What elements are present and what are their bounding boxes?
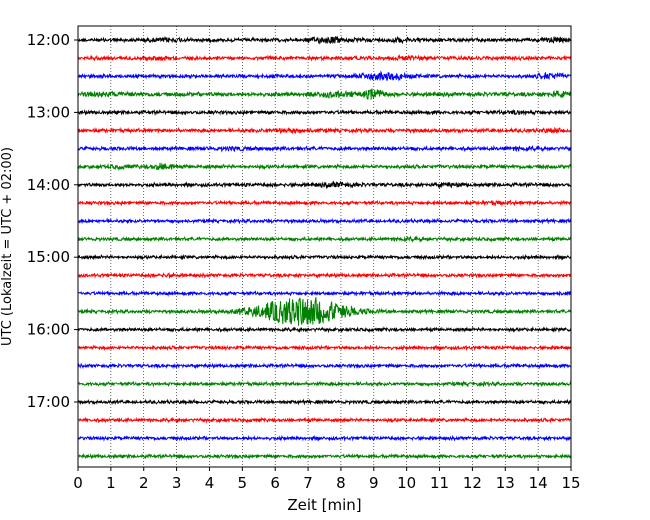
trace-1400 [77, 180, 572, 190]
x-tick-label: 8 [336, 474, 346, 492]
x-tick-label: 5 [238, 474, 248, 492]
x-axis-ticks: 0 1 2 3 4 5 6 7 8 9 10 11 12 13 14 15 [73, 467, 581, 492]
trace-1730 [77, 434, 572, 442]
y-tick-label: 12:00 [27, 31, 70, 49]
x-tick-label: 2 [139, 474, 149, 492]
trace-1330 [77, 144, 572, 153]
trace-1715 [77, 416, 572, 424]
y-tick-label: 15:00 [27, 248, 70, 266]
trace-1230 [77, 70, 572, 82]
trace-1615 [77, 344, 572, 352]
trace-1345 [77, 162, 572, 172]
x-tick-label: 3 [172, 474, 182, 492]
seismogram-traces [77, 35, 572, 461]
x-tick-label: 12 [463, 474, 482, 492]
y-axis-ticks: 12:00 13:00 14:00 15:00 16:00 17:00 [27, 31, 78, 411]
trace-1600 [77, 326, 572, 334]
trace-1745 [77, 452, 572, 461]
y-tick-label: 17:00 [27, 393, 70, 411]
x-tick-label: 15 [561, 474, 580, 492]
y-tick-label: 14:00 [27, 176, 70, 194]
trace-1630 [77, 362, 572, 370]
trace-1415 [77, 199, 572, 207]
x-tick-label: 10 [397, 474, 416, 492]
x-tick-label: 11 [430, 474, 449, 492]
trace-1500 [77, 253, 572, 261]
trace-1300 [77, 108, 572, 117]
plot-frame [77, 25, 572, 468]
x-tick-label: 0 [73, 474, 83, 492]
trace-1700 [77, 398, 572, 406]
trace-1515 [77, 271, 572, 280]
trace-1245 [77, 88, 572, 100]
trace-1215 [77, 53, 572, 62]
x-tick-label: 7 [303, 474, 313, 492]
x-tick-label: 9 [369, 474, 379, 492]
x-axis-label: Zeit [min] [287, 496, 361, 514]
x-tick-label: 13 [496, 474, 515, 492]
y-tick-label: 13:00 [27, 103, 70, 121]
trace-1545 [77, 297, 572, 326]
trace-1445 [77, 235, 572, 243]
x-tick-label: 4 [205, 474, 215, 492]
x-tick-label: 6 [270, 474, 280, 492]
y-axis-label: UTC (Lokalzeit = UTC + 02:00) [0, 147, 15, 346]
trace-1530 [77, 289, 572, 298]
trace-1315 [77, 126, 572, 135]
trace-1200 [77, 35, 572, 45]
x-tick-label: 14 [529, 474, 548, 492]
trace-1430 [77, 217, 572, 225]
x-tick-label: 1 [106, 474, 116, 492]
trace-1645 [77, 380, 572, 388]
y-tick-label: 16:00 [27, 321, 70, 339]
